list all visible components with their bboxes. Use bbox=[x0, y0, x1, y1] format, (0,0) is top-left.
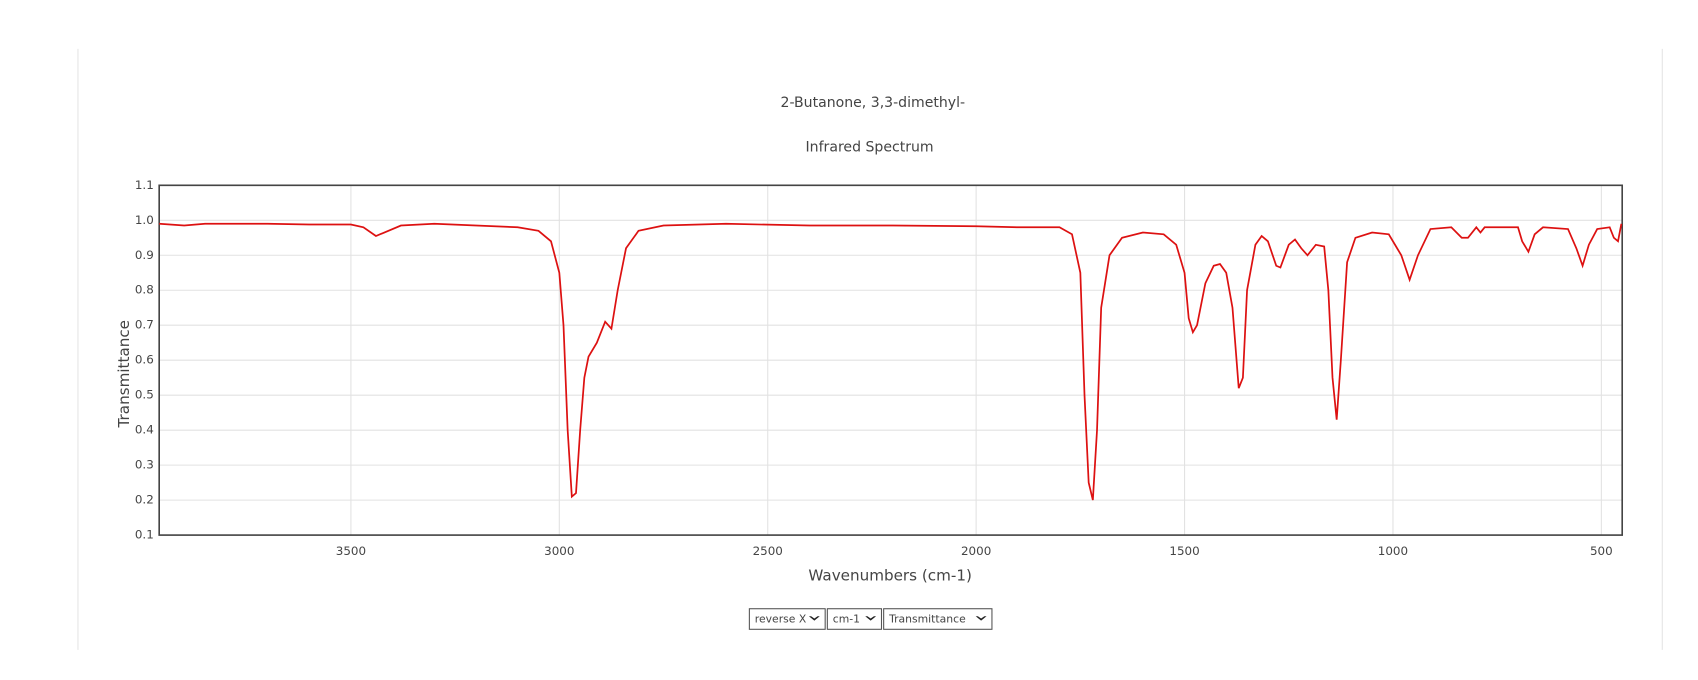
chart-subtitle: Infrared Spectrum bbox=[806, 139, 934, 155]
y-tick-label: 1.1 bbox=[135, 178, 154, 192]
x-tick-label: 500 bbox=[1590, 544, 1613, 558]
y-axis-label: Transmittance bbox=[115, 320, 133, 428]
dropdown[interactable]: Transmittance bbox=[883, 608, 993, 630]
dropdown-box[interactable] bbox=[883, 608, 993, 630]
dropdown-label[interactable]: cm-1 bbox=[833, 613, 860, 626]
dropdown-arrow[interactable] bbox=[865, 616, 877, 621]
y-tick-label: 0.2 bbox=[135, 493, 154, 507]
x-tick-label: 2000 bbox=[961, 544, 991, 558]
dropdown-box[interactable] bbox=[826, 608, 883, 630]
dropdown[interactable]: reverse X bbox=[748, 608, 826, 630]
dropdown-box[interactable] bbox=[748, 608, 826, 630]
dropdown[interactable]: cm-1 bbox=[826, 608, 883, 630]
spectrum-line bbox=[159, 222, 1623, 501]
y-tick-label: 0.3 bbox=[135, 458, 154, 472]
y-tick-label: 0.4 bbox=[135, 423, 154, 437]
x-tick-label: 1000 bbox=[1378, 544, 1408, 558]
y-tick-label: 0.7 bbox=[135, 318, 154, 332]
x-tick-label: 2500 bbox=[753, 544, 783, 558]
y-tick-label: 0.6 bbox=[135, 353, 154, 367]
dropdown-label[interactable]: reverse X bbox=[755, 613, 807, 626]
plot-frame bbox=[158, 184, 1624, 536]
y-tick-label: 0.1 bbox=[135, 528, 154, 542]
y-tick-label: 0.8 bbox=[135, 283, 154, 297]
dropdown-arrow[interactable] bbox=[808, 616, 820, 621]
chart-title: 2-Butanone, 3,3-dimethyl- bbox=[781, 95, 966, 111]
y-tick-label: 0.9 bbox=[135, 248, 154, 262]
dropdown-label[interactable]: Transmittance bbox=[888, 613, 966, 626]
y-tick-label: 1.0 bbox=[135, 213, 154, 227]
x-tick-label: 3500 bbox=[336, 544, 366, 558]
x-tick-label: 3000 bbox=[544, 544, 574, 558]
y-tick-label: 0.5 bbox=[135, 388, 154, 402]
dropdown-arrow[interactable] bbox=[975, 616, 987, 621]
x-tick-label: 1500 bbox=[1169, 544, 1199, 558]
x-axis-label: Wavenumbers (cm-1) bbox=[808, 567, 972, 585]
